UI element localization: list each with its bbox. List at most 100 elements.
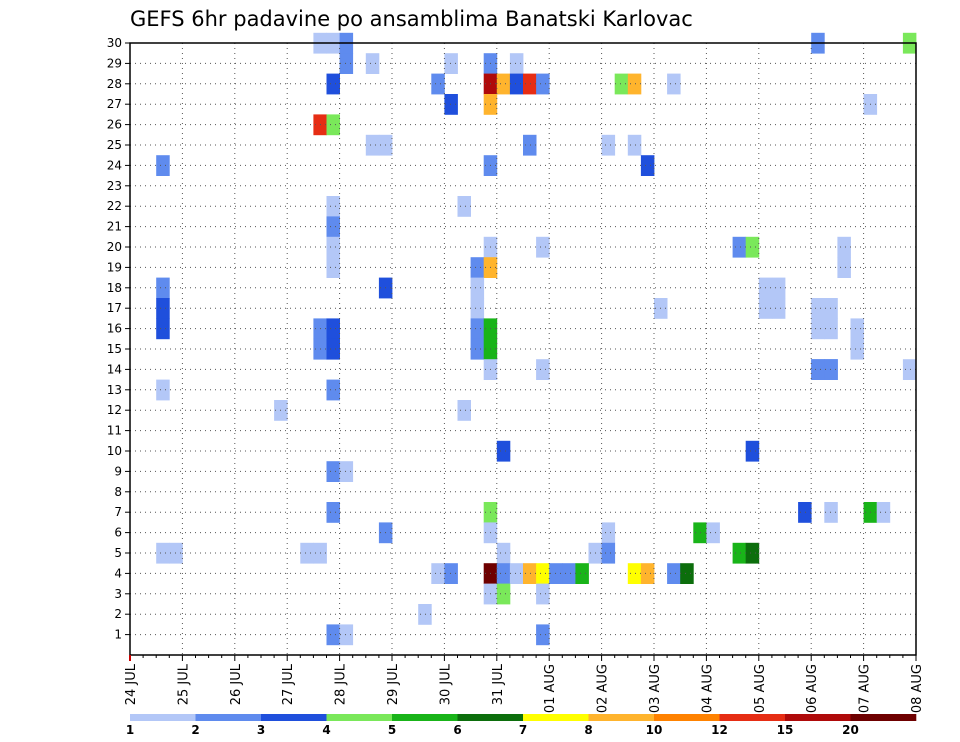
x-tick-label: 01 AUG xyxy=(543,664,558,713)
data-cell xyxy=(523,73,537,95)
data-cell xyxy=(339,624,354,646)
data-cell xyxy=(627,134,642,156)
data-cell xyxy=(470,277,485,299)
data-cell xyxy=(365,53,380,74)
colorbar-swatch xyxy=(195,714,262,721)
x-tick-label: 04 AUG xyxy=(700,664,715,713)
y-tick-label: 26 xyxy=(107,118,122,132)
x-tick-label: 05 AUG xyxy=(753,664,768,713)
data-cell xyxy=(156,542,170,564)
colorbar-swatch xyxy=(392,714,458,721)
data-cell xyxy=(601,542,616,564)
data-cell xyxy=(627,563,642,584)
colorbar-swatch xyxy=(457,714,524,721)
y-tick-label: 19 xyxy=(107,260,122,274)
data-cell xyxy=(667,563,681,584)
colorbar-label: 20 xyxy=(842,723,859,737)
data-cell xyxy=(169,542,183,564)
data-cell xyxy=(326,257,340,278)
data-cell xyxy=(496,73,511,95)
data-cell xyxy=(326,216,340,238)
data-cells xyxy=(156,32,917,646)
colorbar-label: 10 xyxy=(646,723,663,737)
colorbar-swatch xyxy=(261,714,327,721)
data-cell xyxy=(627,73,642,95)
y-axis-ticks: 1234567891011121314151617181920212223242… xyxy=(107,36,130,642)
data-cell xyxy=(156,277,170,299)
data-cell xyxy=(431,563,445,584)
data-cell xyxy=(470,298,485,319)
colorbar-swatch xyxy=(785,714,851,721)
data-cell xyxy=(339,461,354,482)
data-cell xyxy=(326,379,340,401)
data-cell xyxy=(850,318,864,340)
data-cell xyxy=(326,624,340,646)
y-tick-label: 6 xyxy=(114,526,122,540)
colorbar-swatch xyxy=(326,714,393,721)
y-tick-label: 30 xyxy=(107,36,122,50)
data-cell xyxy=(326,114,340,136)
y-tick-label: 1 xyxy=(114,628,122,642)
data-cell xyxy=(640,155,655,176)
data-cell xyxy=(771,277,786,299)
data-cell xyxy=(850,338,864,360)
colorbar-label: 6 xyxy=(453,723,461,737)
data-cell xyxy=(706,522,720,544)
y-tick-label: 14 xyxy=(107,362,122,376)
colorbar-label: 7 xyxy=(519,723,527,737)
data-cell xyxy=(300,542,314,564)
data-cell xyxy=(824,298,838,319)
colorbar-label: 2 xyxy=(191,723,199,737)
data-cell xyxy=(496,440,511,462)
data-cell xyxy=(523,563,537,584)
data-cell xyxy=(326,236,340,258)
y-tick-label: 22 xyxy=(107,199,122,213)
data-cell xyxy=(156,318,170,340)
data-cell xyxy=(824,359,838,380)
y-tick-label: 18 xyxy=(107,281,122,295)
data-cell xyxy=(614,73,629,95)
data-cell xyxy=(876,502,891,523)
colorbar-label: 8 xyxy=(584,723,592,737)
data-cell xyxy=(509,73,524,95)
y-tick-label: 12 xyxy=(107,403,122,417)
y-tick-label: 3 xyxy=(114,587,122,601)
data-cell xyxy=(326,318,340,340)
y-tick-label: 29 xyxy=(107,56,122,70)
data-cell xyxy=(811,298,825,319)
data-cell xyxy=(326,461,340,482)
y-tick-label: 10 xyxy=(107,444,122,458)
y-tick-label: 25 xyxy=(107,138,122,152)
x-tick-label: 26 JUL xyxy=(229,663,244,705)
x-tick-label: 27 JUL xyxy=(281,663,296,705)
x-tick-label: 03 AUG xyxy=(648,664,663,713)
y-tick-label: 5 xyxy=(114,546,122,560)
data-cell xyxy=(536,624,550,646)
data-cell xyxy=(156,155,170,176)
colorbar-swatch xyxy=(523,714,589,721)
colorbar-label: 3 xyxy=(257,723,265,737)
colorbar-swatch xyxy=(130,714,196,721)
colorbar-swatch xyxy=(719,714,786,721)
x-tick-label: 25 JUL xyxy=(176,663,191,705)
colorbar-swatch xyxy=(654,714,720,721)
y-tick-label: 15 xyxy=(107,342,122,356)
colorbar-label: 15 xyxy=(777,723,794,737)
data-cell xyxy=(601,134,616,156)
y-tick-label: 9 xyxy=(114,464,122,478)
y-tick-label: 28 xyxy=(107,77,122,91)
data-cell xyxy=(824,318,838,340)
x-tick-label: 29 JUL xyxy=(386,663,401,705)
x-tick-label: 30 JUL xyxy=(438,663,453,705)
data-cell xyxy=(326,196,340,217)
data-cell xyxy=(457,196,471,217)
data-cell xyxy=(457,400,471,421)
y-tick-label: 21 xyxy=(107,220,122,234)
data-cell xyxy=(771,298,786,319)
data-cell xyxy=(496,563,511,584)
x-axis-ticks: 24 JUL 25 JUL 26 JUL 27 JUL 28 JUL 29 JUL 30 J… xyxy=(124,655,925,713)
data-cell xyxy=(837,236,851,258)
data-cell xyxy=(837,257,851,278)
chart-title: GEFS 6hr padavine po ansamblima Banatski… xyxy=(130,7,693,31)
data-cell xyxy=(496,542,511,564)
